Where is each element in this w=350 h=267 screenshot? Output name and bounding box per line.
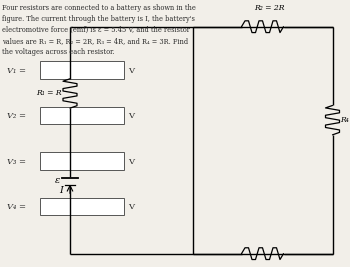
Text: R₄ = 3R: R₄ = 3R: [340, 116, 350, 124]
Text: V₂ =: V₂ =: [7, 112, 26, 120]
Text: ε: ε: [55, 176, 60, 185]
Text: V: V: [128, 112, 134, 120]
Text: R₂ = 2R: R₂ = 2R: [254, 4, 285, 12]
Text: I: I: [59, 186, 63, 195]
Text: R₁ = R: R₁ = R: [36, 89, 61, 97]
Text: V₄ =: V₄ =: [7, 203, 26, 211]
Bar: [40, 198, 124, 215]
Text: V₁ =: V₁ =: [7, 67, 26, 75]
Text: V: V: [128, 158, 134, 166]
Bar: [40, 61, 124, 79]
Text: V₃ =: V₃ =: [7, 158, 26, 166]
Bar: [40, 107, 124, 124]
Text: V: V: [128, 67, 134, 75]
Text: Four resistors are connected to a battery as shown in the
figure. The current th: Four resistors are connected to a batter…: [2, 4, 196, 56]
Bar: [40, 152, 124, 170]
Text: V: V: [128, 203, 134, 211]
